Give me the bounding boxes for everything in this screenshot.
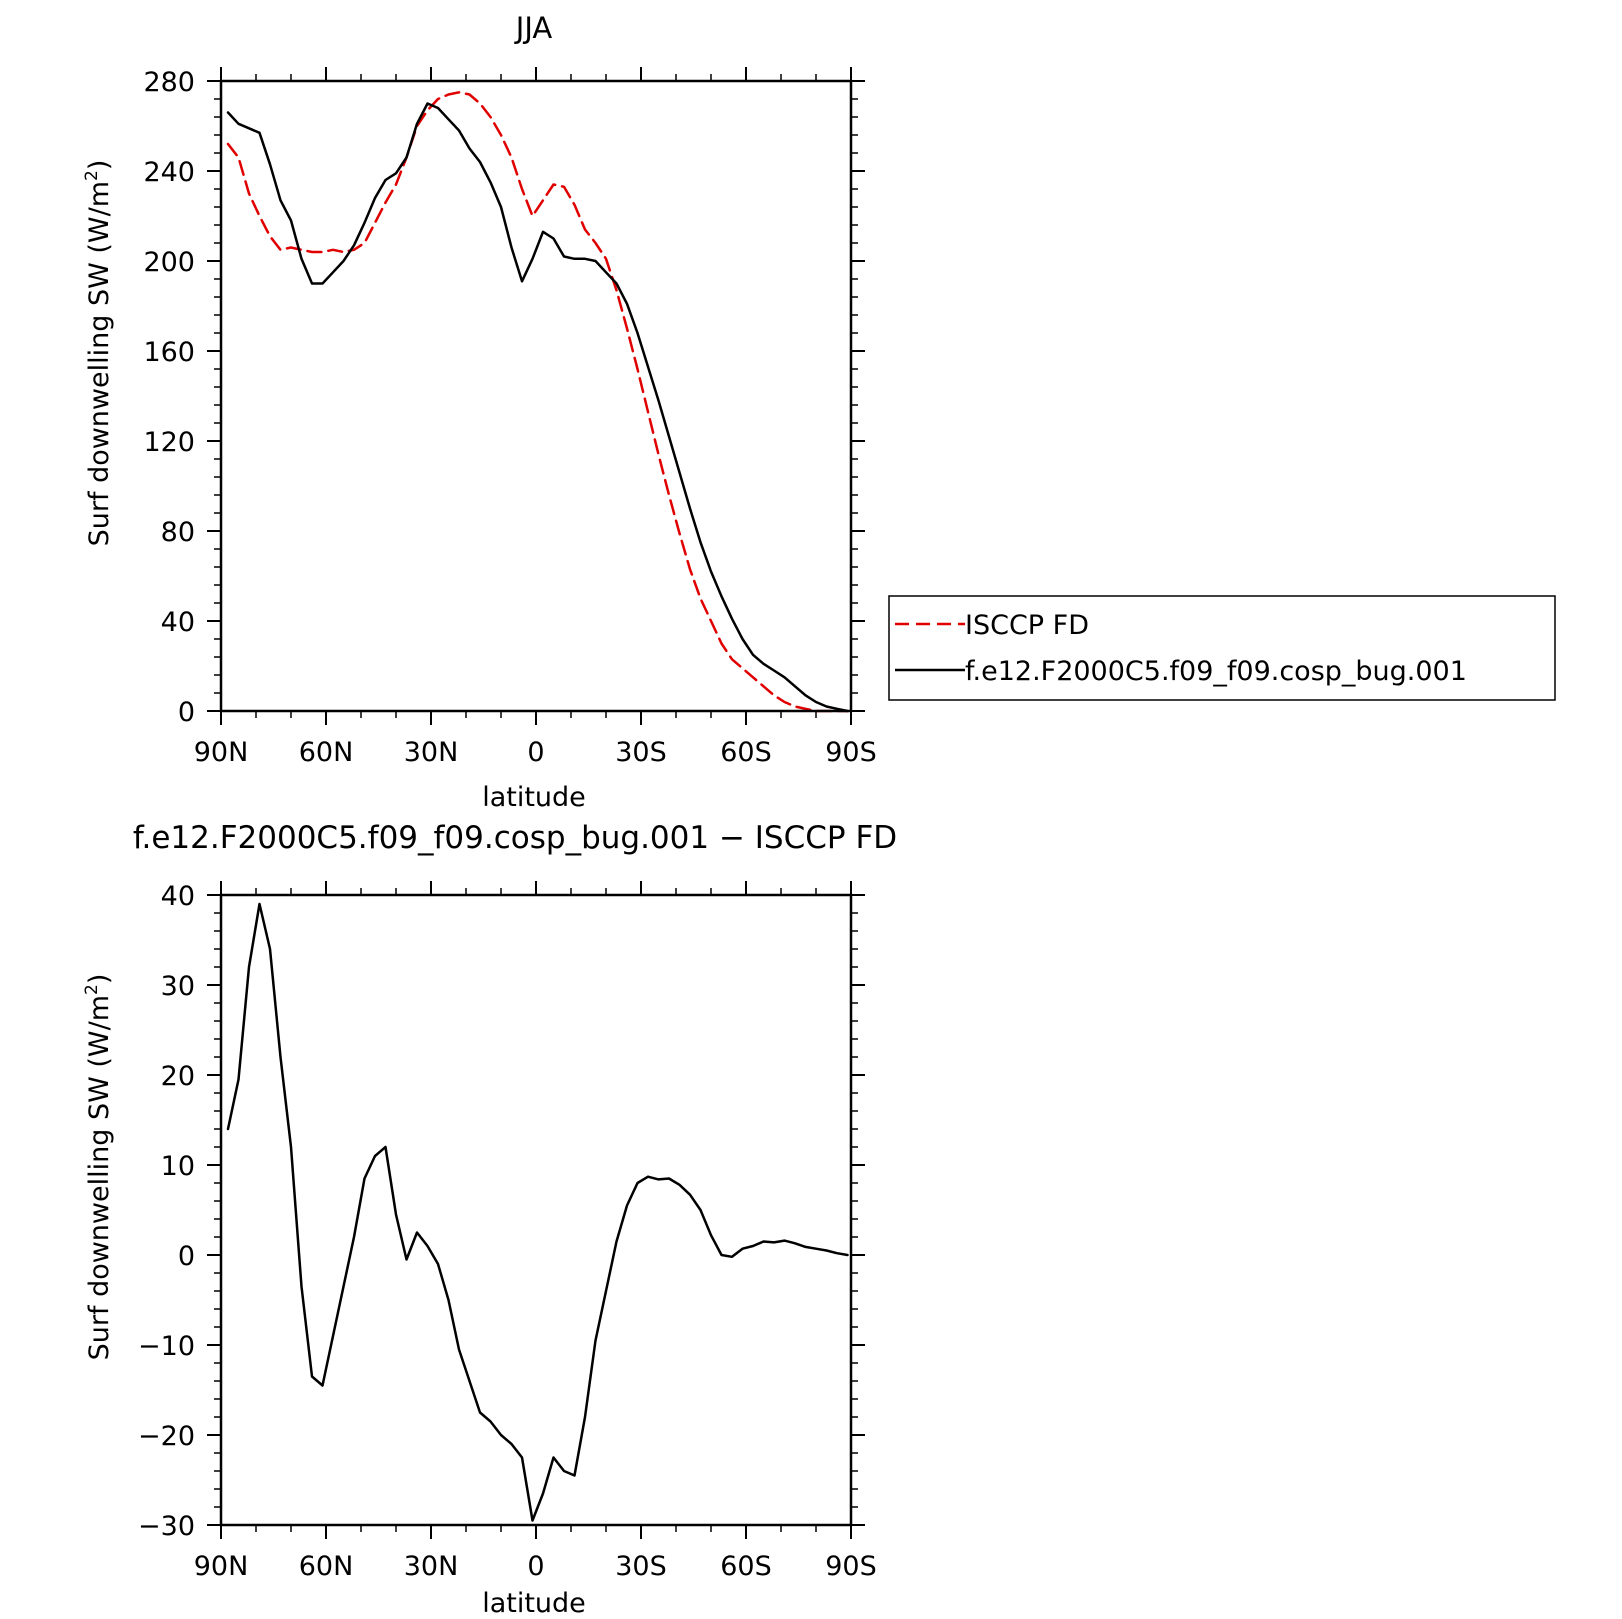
bottom-series: [226, 902, 849, 1522]
y-tick-label: −10: [138, 1331, 195, 1362]
y-tick-label: 40: [161, 607, 195, 638]
svg-text:Surf downwelling SW (W/m2): Surf downwelling SW (W/m2): [82, 160, 115, 547]
top-y-axis-label: Surf downwelling SW (W/m2): [82, 160, 115, 547]
top-series-line-0: [226, 91, 849, 713]
x-tick-label: 0: [527, 737, 544, 768]
y-tick-label: 280: [143, 67, 195, 98]
top-minor-ticks: [214, 74, 858, 718]
x-tick-label: 60S: [720, 1551, 772, 1582]
bottom-y-axis-label: Surf downwelling SW (W/m2): [82, 974, 115, 1361]
x-tick-label: 30S: [615, 737, 667, 768]
bottom-y-tick-labels: −30 −20 −10 0 10 20 30 40: [138, 881, 195, 1542]
bottom-minor-ticks: [214, 888, 858, 1532]
y-tick-label: 200: [143, 247, 195, 278]
y-tick-label: 20: [161, 1061, 195, 1092]
top-series-line-1: [226, 102, 849, 713]
bottom-series-line-0: [226, 902, 849, 1522]
top-panel: JJA Surf downwelling SW (W/m2) latitude …: [82, 11, 877, 813]
bottom-plot-frame: [219, 893, 853, 1527]
top-y-axis-label-close: ): [84, 160, 115, 171]
top-y-axis-label-main: Surf downwelling SW (W/m: [84, 181, 115, 546]
x-tick-label: 90S: [825, 737, 877, 768]
y-tick-label: −30: [138, 1511, 195, 1542]
y-tick-label: 0: [178, 1241, 195, 1272]
y-tick-label: 120: [143, 427, 195, 458]
x-tick-label: 30N: [404, 737, 459, 768]
x-tick-label: 0: [527, 1551, 544, 1582]
legend-box: [888, 595, 1556, 701]
bottom-x-axis-label: latitude: [482, 1588, 586, 1619]
top-major-ticks: [207, 67, 865, 725]
x-tick-label: 90N: [194, 737, 249, 768]
y-tick-label: 160: [143, 337, 195, 368]
y-tick-label: −20: [138, 1421, 195, 1452]
y-tick-label: 40: [161, 881, 195, 912]
top-x-tick-labels: 90N 60N 30N 0 30S 60S 90S: [194, 737, 877, 768]
bottom-y-axis-label-sup: 2: [82, 984, 102, 995]
bottom-y-axis-label-main: Surf downwelling SW (W/m: [84, 995, 115, 1360]
x-tick-label: 30N: [404, 1551, 459, 1582]
top-plot-frame: [219, 79, 853, 713]
x-tick-label: 90S: [825, 1551, 877, 1582]
x-tick-label: 90N: [194, 1551, 249, 1582]
top-y-axis-label-sup: 2: [82, 170, 102, 181]
y-tick-label: 30: [161, 971, 195, 1002]
bottom-major-ticks: [207, 881, 865, 1539]
y-tick-label: 10: [161, 1151, 195, 1182]
y-tick-label: 240: [143, 157, 195, 188]
svg-text:Surf downwelling SW (W/m2): Surf downwelling SW (W/m2): [82, 974, 115, 1361]
legend: ISCCP FD f.e12.F2000C5.f09_f09.cosp_bug.…: [888, 595, 1556, 701]
bottom-y-axis-label-close: ): [84, 974, 115, 985]
x-tick-label: 60S: [720, 737, 772, 768]
y-tick-label: 80: [161, 517, 195, 548]
top-x-axis-label: latitude: [482, 782, 586, 813]
bottom-panel: f.e12.F2000C5.f09_f09.cosp_bug.001 − ISC…: [82, 820, 897, 1619]
top-chart-title: JJA: [514, 11, 553, 45]
x-tick-label: 30S: [615, 1551, 667, 1582]
legend-label-model: f.e12.F2000C5.f09_f09.cosp_bug.001: [965, 656, 1467, 687]
top-y-tick-labels: 0 40 80 120 160 200 240 280: [143, 67, 195, 728]
x-tick-label: 60N: [299, 737, 354, 768]
bottom-chart-title: f.e12.F2000C5.f09_f09.cosp_bug.001 − ISC…: [133, 820, 897, 856]
y-tick-label: 0: [178, 697, 195, 728]
bottom-x-tick-labels: 90N 60N 30N 0 30S 60S 90S: [194, 1551, 877, 1582]
legend-label-isccp-fd: ISCCP FD: [965, 610, 1089, 641]
x-tick-label: 60N: [299, 1551, 354, 1582]
top-series: [226, 91, 849, 713]
